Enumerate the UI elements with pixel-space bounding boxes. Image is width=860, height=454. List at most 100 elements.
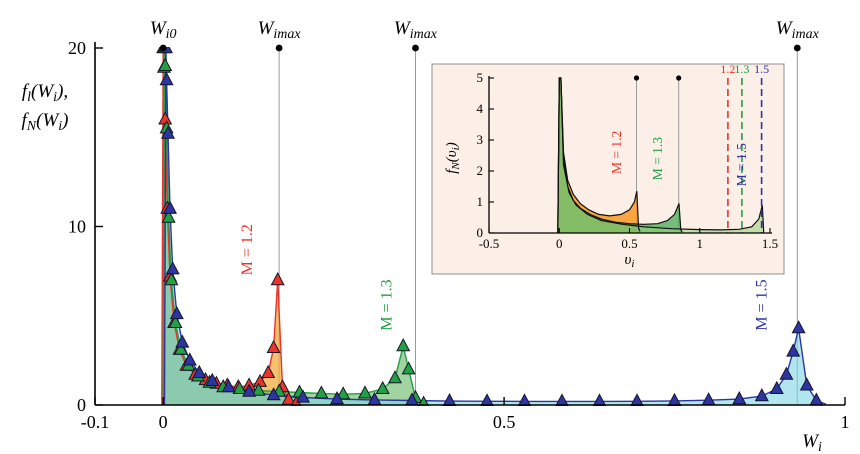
marker-triangle-m-1-3 <box>418 395 430 406</box>
marker-triangle-m-1-5 <box>242 383 257 397</box>
series-line-m-1-3 <box>162 47 425 406</box>
marker-triangle-m-1-2 <box>158 111 173 125</box>
marker-triangle-m-1-3 <box>158 57 173 71</box>
marker-triangle-m-1-5 <box>192 364 207 378</box>
marker-triangle-m-1-3 <box>314 385 329 399</box>
marker-triangle-m-1-3 <box>357 385 373 399</box>
marker-triangle-m-1-5 <box>791 320 806 334</box>
inset-y-tick-label: 2 <box>477 163 484 178</box>
marker-triangle-m-1-5 <box>295 389 311 403</box>
marker-triangle-m-1-5 <box>182 352 197 366</box>
marker-triangle-m-1-5 <box>442 393 457 406</box>
marker-triangle-m-1-3 <box>336 386 351 400</box>
marker-triangle-m-1-2 <box>266 339 281 353</box>
marker-triangle-m-1-5 <box>555 393 569 406</box>
marker-triangle-m-1-5 <box>329 391 345 405</box>
marker-triangle-m-1-5 <box>221 379 236 393</box>
wmax-dot <box>412 44 419 52</box>
inset-y-tick-label: 3 <box>477 132 484 147</box>
threshold-label-1-2: 1.2 <box>720 62 735 76</box>
marker-triangle-m-1-5 <box>517 393 532 406</box>
marker-triangle-m-1-3 <box>173 341 188 355</box>
y-tick-label: 0 <box>77 395 86 415</box>
series-line-m-1-5 <box>557 77 765 234</box>
inset-x-tick-label: 1 <box>697 236 704 251</box>
inset-y-tick-label: 1 <box>477 194 484 209</box>
marker-triangle-m-1-3 <box>401 361 416 375</box>
marker-triangle-m-1-5 <box>769 380 784 394</box>
inset-y-tick-label: 0 <box>477 225 484 240</box>
series-label-m-1-2: M = 1.2 <box>239 224 256 275</box>
marker-triangle-m-1-5 <box>169 305 184 320</box>
x-axis-label: Wi <box>802 431 822 454</box>
marker-triangle-m-1-5 <box>786 343 801 357</box>
inset-x-tick-label: 1.5 <box>762 236 778 251</box>
marker-triangle-m-1-5 <box>701 392 716 406</box>
wmax-dot <box>159 44 167 52</box>
marker-triangle-m-1-5 <box>799 377 814 391</box>
inset-y-tick-label: 5 <box>477 70 484 85</box>
marker-triangle-m-1-5 <box>630 393 644 406</box>
inset-series-label-m-1-3: M = 1.3 <box>650 137 665 180</box>
marker-triangle-m-1-5 <box>165 261 180 275</box>
marker-triangle-m-1-3 <box>396 338 411 352</box>
y-axis-label: fN(Wi) <box>22 110 69 134</box>
marker-triangle-m-1-3 <box>168 314 183 328</box>
marker-triangle-m-1-5 <box>732 391 747 405</box>
marker-triangle-m-1-5 <box>266 387 281 401</box>
marker-triangle-m-1-2 <box>261 364 276 378</box>
marker-triangle-m-1-5 <box>754 388 769 402</box>
inset-panel <box>431 63 785 275</box>
marker-triangle-m-1-3 <box>164 272 179 286</box>
wmax-label: Wimax <box>394 18 438 42</box>
wmax-label: Wimax <box>258 18 302 42</box>
marker-triangle-m-1-3 <box>375 380 390 394</box>
marker-triangle-m-1-5 <box>160 125 176 139</box>
inset-x-axis-label: υi <box>625 252 635 270</box>
inset-series-label-m-1-2: M = 1.2 <box>609 131 624 174</box>
threshold-label-1-5: 1.5 <box>754 62 769 76</box>
marker-triangle-m-1-3 <box>232 380 247 394</box>
threshold-label-1-3: 1.3 <box>734 62 749 76</box>
inset-x-tick-label: 0.5 <box>621 236 637 251</box>
inset-marker-dot <box>633 75 640 81</box>
marker-triangle-m-1-5 <box>175 334 190 348</box>
marker-triangle-m-1-3 <box>161 209 176 223</box>
marker-triangle-m-1-5 <box>779 366 794 380</box>
marker-triangle-m-1-3 <box>387 370 403 384</box>
y-tick-label: 20 <box>68 38 86 58</box>
inset-x-tick-label: -0.5 <box>479 236 500 251</box>
inset-series-label-m-1-5: M = 1.5 <box>734 143 749 186</box>
marker-triangle-m-1-3 <box>251 382 266 396</box>
x-tick-label: 0 <box>159 412 168 432</box>
y-axis-label: fl(Wi), <box>22 81 68 105</box>
marker-triangle-m-1-5 <box>162 200 178 214</box>
wmax-label: Wimax <box>776 18 820 42</box>
x-tick-label: 0.5 <box>493 412 516 432</box>
marker-triangle-m-1-5 <box>205 372 220 386</box>
marker-triangle-m-1-5 <box>592 393 607 406</box>
x-tick-label: 1 <box>841 412 850 432</box>
main-series-layer <box>156 47 827 406</box>
marker-triangle-m-1-5 <box>480 393 494 406</box>
series-label-m-1-5: M = 1.5 <box>754 279 771 330</box>
series-area-m-1-5 <box>557 78 764 233</box>
inset-y-tick-label: 4 <box>477 101 484 116</box>
wmax-dot <box>793 44 801 52</box>
series-area-m-1-3 <box>163 48 424 405</box>
marker-triangle-m-1-5 <box>667 392 682 406</box>
x-tick-label: -0.1 <box>81 412 110 432</box>
inset-series-layer <box>557 77 765 234</box>
inset-y-axis-label: fN(υi) <box>444 142 462 173</box>
y-tick-label: 10 <box>68 217 86 237</box>
marker-triangle-m-1-5 <box>159 72 174 86</box>
inset-x-tick-label: 0 <box>556 236 563 251</box>
marker-triangle-m-1-2 <box>270 272 285 286</box>
wmax-label: Wi0 <box>150 18 177 42</box>
wmax-dot <box>275 44 283 52</box>
series-label-m-1-3: M = 1.3 <box>379 279 396 330</box>
